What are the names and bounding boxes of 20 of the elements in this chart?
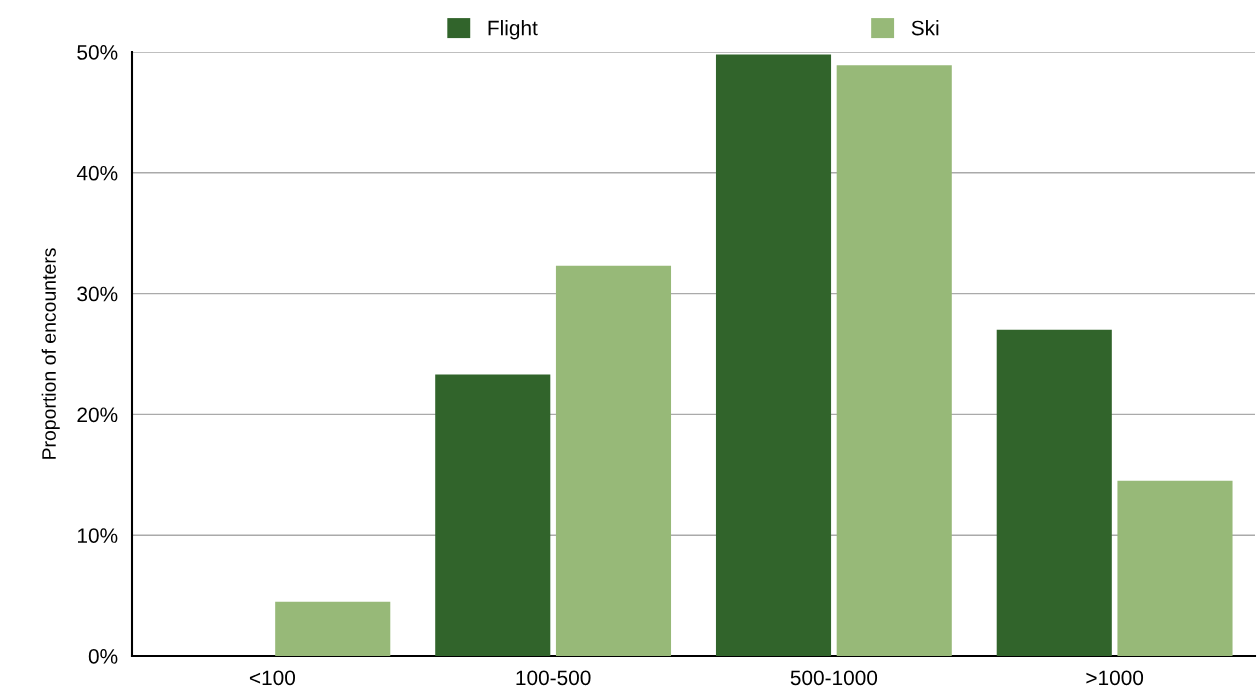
y-tick-label: 50% [77,45,118,60]
bar [435,374,551,656]
bar [715,54,832,656]
y-tick-label: 40% [76,165,118,181]
bar [836,65,952,656]
bar [275,601,391,656]
y-tick-label: 10% [78,528,118,543]
x-tick-label: 100-500 [516,670,591,686]
legend-label: Flight [488,20,538,40]
legend-label: Ski [911,20,939,36]
x-tick-label: <100 [249,670,296,686]
y-axis-title: Proportion of encounters [41,248,60,459]
y-tick-label: 30% [77,286,118,302]
bar [555,265,672,656]
y-tick-label: 20% [77,407,118,423]
y-tick-label: 0% [88,649,118,664]
bar [996,329,1112,656]
x-tick-label: >1000 [1086,670,1144,686]
x-tick-label: 500-1000 [790,670,878,686]
bar [1117,480,1233,656]
